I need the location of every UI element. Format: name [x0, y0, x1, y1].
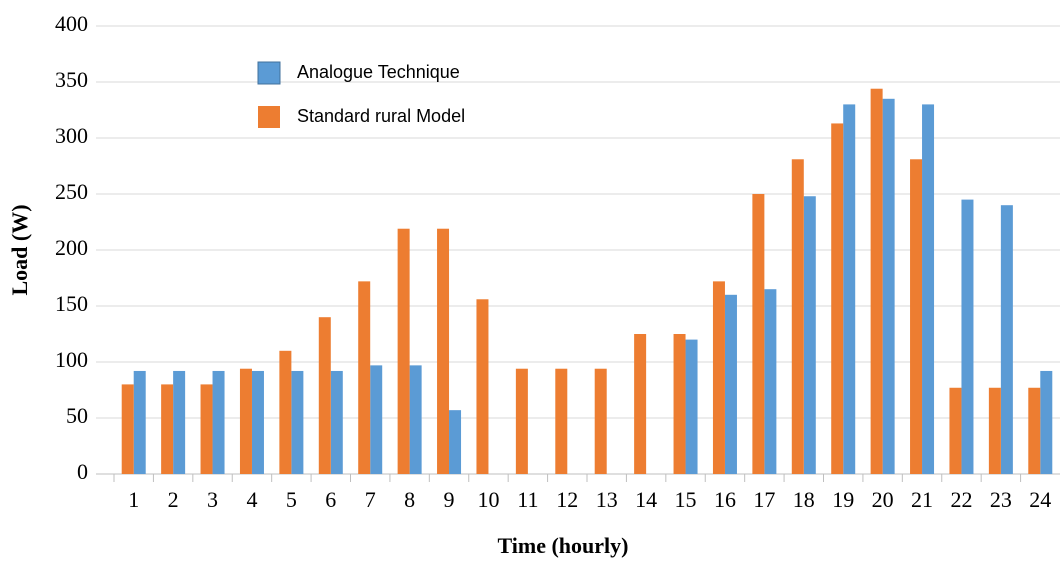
bar	[1000, 205, 1013, 474]
bar	[910, 159, 923, 474]
bar	[870, 88, 883, 474]
bar	[437, 228, 450, 474]
x-tick-label: 15	[675, 487, 697, 512]
bar	[961, 199, 974, 474]
y-tick-label: 300	[55, 123, 88, 148]
legend-swatch	[257, 61, 281, 85]
bar	[476, 299, 489, 474]
bar	[279, 350, 292, 474]
bar	[449, 410, 462, 474]
x-tick-label: 17	[753, 487, 775, 512]
x-tick-label: 16	[714, 487, 736, 512]
bar	[803, 196, 816, 475]
bar	[318, 317, 331, 474]
bar	[791, 159, 804, 474]
bar	[949, 387, 962, 474]
x-tick-label: 2	[168, 487, 179, 512]
x-tick-label: 7	[365, 487, 376, 512]
x-tick-label: 20	[872, 487, 894, 512]
x-tick-label: 14	[635, 487, 657, 512]
bar	[212, 370, 225, 474]
x-tick-label: 13	[596, 487, 618, 512]
bar	[370, 365, 383, 474]
y-tick-label: 50	[66, 403, 88, 428]
x-tick-label: 23	[990, 487, 1012, 512]
x-tick-label: 9	[444, 487, 455, 512]
y-tick-label: 150	[55, 291, 88, 316]
bar	[515, 368, 528, 474]
y-tick-label: 350	[55, 67, 88, 92]
x-tick-label: 4	[246, 487, 257, 512]
bar	[555, 368, 568, 474]
bar	[882, 98, 895, 475]
bar	[764, 289, 777, 474]
bar	[724, 294, 737, 474]
bar	[173, 370, 186, 474]
x-axis-title: Time (hourly)	[498, 533, 629, 558]
bar	[922, 104, 935, 475]
bar	[330, 370, 343, 474]
x-tick-label: 12	[556, 487, 578, 512]
bar	[634, 334, 647, 474]
bar	[239, 368, 252, 474]
legend-swatch	[258, 106, 280, 128]
bar	[121, 384, 134, 474]
x-tick-label: 8	[404, 487, 415, 512]
bar	[161, 384, 174, 474]
bar	[1028, 387, 1041, 474]
bar	[594, 368, 607, 474]
y-tick-label: 200	[55, 235, 88, 260]
x-tick-label: 1	[128, 487, 139, 512]
bar	[712, 281, 725, 474]
y-axis-title: Load (W)	[7, 204, 32, 295]
x-tick-label: 22	[950, 487, 972, 512]
legend-label: Analogue Technique	[297, 62, 460, 82]
x-tick-label: 11	[517, 487, 538, 512]
x-tick-label: 5	[286, 487, 297, 512]
bar	[291, 370, 304, 474]
bar	[843, 104, 856, 475]
y-tick-label: 100	[55, 347, 88, 372]
bar	[988, 387, 1001, 474]
bar	[752, 194, 765, 474]
y-tick-label: 400	[55, 11, 88, 36]
x-tick-label: 24	[1029, 487, 1051, 512]
y-tick-label: 250	[55, 179, 88, 204]
bar	[409, 365, 422, 474]
bar	[685, 339, 698, 474]
legend-label: Standard rural Model	[297, 106, 465, 126]
x-tick-label: 21	[911, 487, 933, 512]
bar	[200, 384, 213, 474]
bar	[133, 370, 146, 474]
bar	[831, 123, 844, 474]
y-tick-label: 0	[77, 459, 88, 484]
bar	[673, 334, 686, 474]
x-tick-label: 6	[325, 487, 336, 512]
x-tick-label: 19	[832, 487, 854, 512]
bar	[358, 281, 371, 474]
x-tick-label: 18	[793, 487, 815, 512]
bar	[251, 370, 264, 474]
x-tick-label: 10	[477, 487, 499, 512]
bar	[1040, 370, 1053, 474]
x-tick-label: 3	[207, 487, 218, 512]
bar	[397, 228, 410, 474]
